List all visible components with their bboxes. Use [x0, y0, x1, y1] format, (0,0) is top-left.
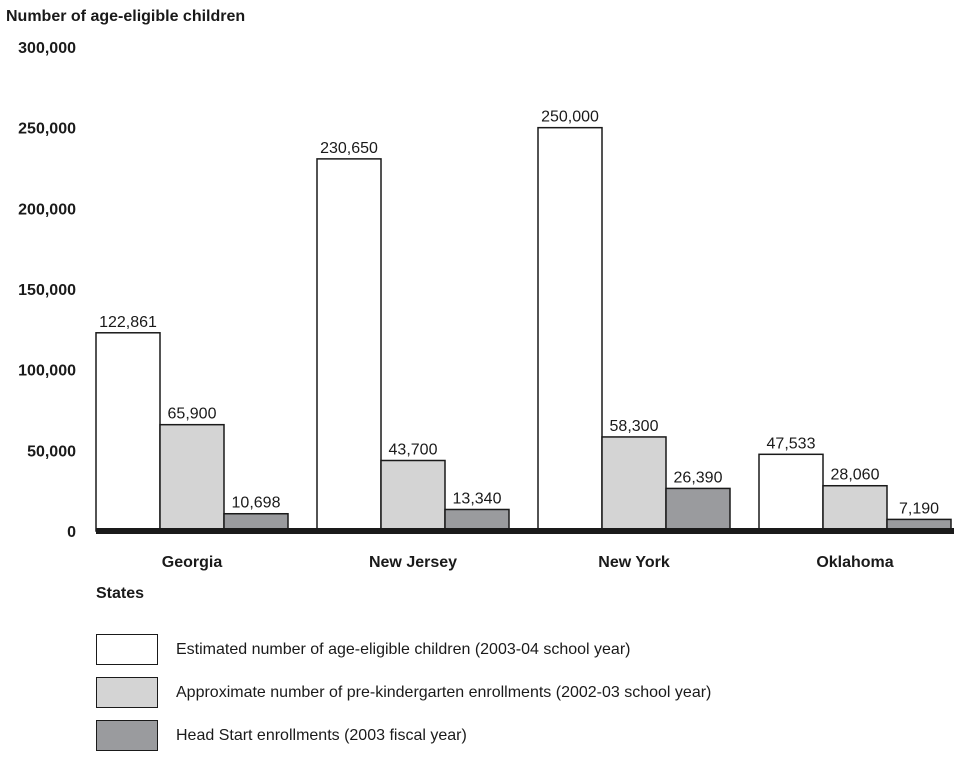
bar-value-label: 28,060 — [831, 467, 880, 484]
bar-value-label: 10,698 — [232, 495, 281, 512]
legend: Estimated number of age-eligible childre… — [96, 631, 711, 760]
legend-label: Head Start enrollments (2003 fiscal year… — [176, 726, 467, 744]
bar-value-label: 26,390 — [674, 469, 723, 486]
bar — [95, 332, 161, 532]
bar — [822, 484, 888, 532]
legend-item: Approximate number of pre-kindergarten e… — [96, 674, 711, 711]
category-label: Georgia — [162, 554, 223, 571]
bar-value-label: 7,190 — [899, 500, 939, 517]
category-label: New Jersey — [369, 554, 457, 571]
bar — [665, 487, 731, 532]
y-tick-label: 100,000 — [18, 363, 76, 380]
legend-item: Head Start enrollments (2003 fiscal year… — [96, 717, 711, 754]
bar-value-label: 13,340 — [453, 490, 502, 507]
y-tick-label: 200,000 — [18, 201, 76, 218]
x-axis-baseline — [96, 528, 954, 534]
category-labels-group: Georgia New Jersey New York Oklahoma — [162, 554, 894, 571]
legend-label: Approximate number of pre-kindergarten e… — [176, 683, 712, 701]
bars-group — [95, 126, 952, 532]
bar-value-label: 250,000 — [541, 109, 599, 126]
x-axis-label: States — [96, 585, 144, 602]
bar — [159, 423, 225, 532]
bar — [601, 436, 667, 532]
legend-swatch — [96, 634, 158, 665]
bar — [758, 453, 824, 532]
bar — [316, 158, 382, 532]
legend-label: Estimated number of age-eligible childre… — [176, 640, 631, 658]
bar — [380, 459, 446, 532]
value-labels-group: 122,861 65,900 10,698 230,650 43,700 13,340 25… — [99, 109, 939, 518]
y-tick-label: 300,000 — [18, 40, 76, 57]
category-label: Oklahoma — [816, 554, 893, 571]
category-label: New York — [598, 554, 670, 571]
y-tick-label: 250,000 — [18, 121, 76, 138]
bar — [537, 126, 603, 532]
bar-value-label: 65,900 — [168, 406, 217, 423]
legend-swatch — [96, 720, 158, 751]
legend-swatch — [96, 677, 158, 708]
bar-value-label: 122,861 — [99, 314, 157, 331]
bar-chart: Number of age-eligible children States 0… — [6, 8, 954, 602]
bar-value-label: 58,300 — [610, 418, 659, 435]
y-axis-label: Number of age-eligible children — [6, 8, 245, 25]
bar-value-label: 43,700 — [389, 441, 438, 458]
bar — [444, 508, 510, 532]
y-axis-ticks: 0 50,000 100,000 150,000 200,000 250,000 300,0… — [18, 40, 76, 541]
y-tick-label: 150,000 — [18, 282, 76, 299]
y-tick-label: 0 — [67, 524, 76, 541]
y-tick-label: 50,000 — [27, 443, 76, 460]
bar-value-label: 230,650 — [320, 140, 378, 157]
bar-value-label: 47,533 — [767, 435, 816, 452]
legend-item: Estimated number of age-eligible childre… — [96, 631, 711, 668]
